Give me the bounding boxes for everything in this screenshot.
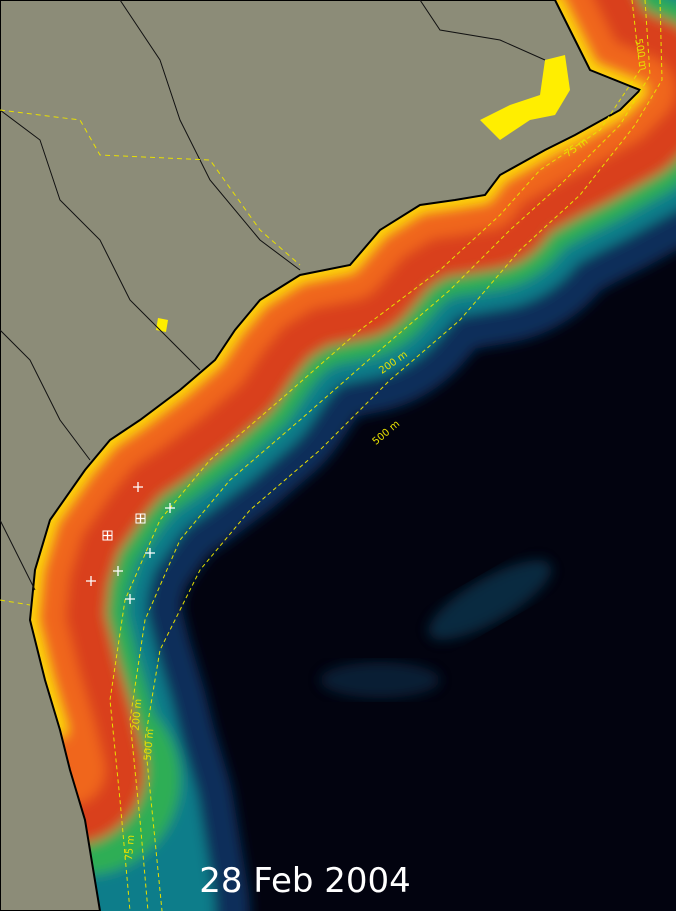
rivers [0,0,546,591]
depth-contours [109,0,663,911]
contour-label: 500 m [143,728,157,761]
contour-label: 75 m [124,835,137,862]
date-label: 28 Feb 2004 [199,861,411,901]
contour-label: 500 m [632,38,648,71]
contour-label: 200 m [131,698,145,731]
sound [480,55,570,140]
station-markers [86,482,175,604]
lake [156,318,168,332]
state-borders [0,109,301,606]
land [0,0,642,911]
